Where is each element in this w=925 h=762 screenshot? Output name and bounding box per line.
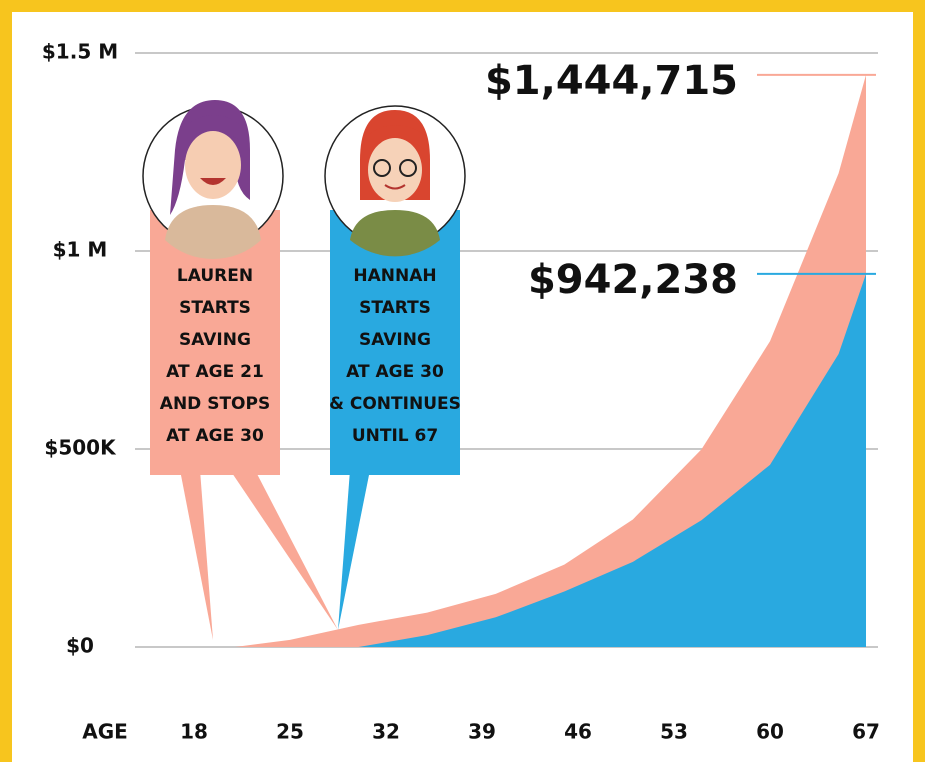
x-tick-label: 53 — [660, 720, 688, 744]
y-tick-label: $1.5 M — [42, 40, 118, 64]
callout-text: & CONTINUES — [329, 394, 461, 414]
x-tick-label: 39 — [468, 720, 496, 744]
callout-text: LAUREN — [177, 266, 253, 286]
x-tick-label: 60 — [756, 720, 784, 744]
x-tick-label: 67 — [852, 720, 880, 744]
x-axis-label: AGE — [82, 720, 128, 744]
y-tick-label: $0 — [66, 634, 94, 658]
callout-text: AND STOPS — [160, 394, 270, 414]
callout-text: HANNAH — [353, 266, 436, 286]
callout-text: SAVING — [359, 330, 431, 350]
callout-text: AT AGE 21 — [166, 362, 264, 382]
callout-text: STARTS — [359, 298, 431, 318]
callout-text: STARTS — [179, 298, 251, 318]
chart: LAUREN STARTS SAVING AT AGE 21 AND STOPS AT A… — [0, 0, 925, 762]
callout-text: AT AGE 30 — [166, 426, 264, 446]
x-tick-label: 25 — [276, 720, 304, 744]
x-tick-label: 32 — [372, 720, 400, 744]
callout-text: UNTIL 67 — [352, 426, 438, 446]
page: LAUREN STARTS SAVING AT AGE 21 AND STOPS AT A… — [0, 0, 925, 762]
end-label: $942,238 — [528, 257, 738, 303]
y-tick-label: $500K — [44, 436, 117, 460]
y-tick-label: $1 M — [53, 238, 108, 262]
end-label: $1,444,715 — [485, 58, 738, 104]
x-tick-label: 46 — [564, 720, 592, 744]
callout-text: SAVING — [179, 330, 251, 350]
callout-text: AT AGE 30 — [346, 362, 444, 382]
x-tick-label: 18 — [180, 720, 208, 744]
